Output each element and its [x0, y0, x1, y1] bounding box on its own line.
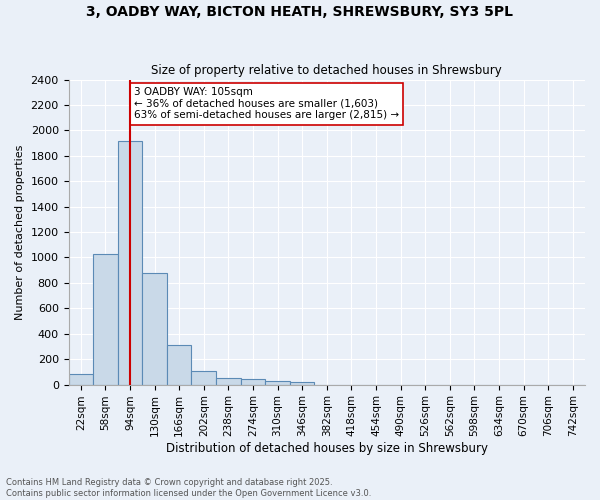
- Bar: [118, 140, 142, 384]
- Bar: [167, 344, 191, 385]
- Bar: [241, 379, 265, 384]
- Text: 3 OADBY WAY: 105sqm
← 36% of detached houses are smaller (1,603)
63% of semi-det: 3 OADBY WAY: 105sqm ← 36% of detached ho…: [134, 87, 399, 120]
- Bar: [93, 254, 118, 384]
- Bar: [216, 378, 241, 384]
- Y-axis label: Number of detached properties: Number of detached properties: [15, 144, 25, 320]
- Text: 3, OADBY WAY, BICTON HEATH, SHREWSBURY, SY3 5PL: 3, OADBY WAY, BICTON HEATH, SHREWSBURY, …: [86, 5, 514, 19]
- X-axis label: Distribution of detached houses by size in Shrewsbury: Distribution of detached houses by size …: [166, 442, 488, 455]
- Bar: [142, 272, 167, 384]
- Bar: [265, 382, 290, 384]
- Bar: [290, 382, 314, 384]
- Text: Contains HM Land Registry data © Crown copyright and database right 2025.
Contai: Contains HM Land Registry data © Crown c…: [6, 478, 371, 498]
- Bar: [191, 370, 216, 384]
- Bar: [68, 374, 93, 384]
- Title: Size of property relative to detached houses in Shrewsbury: Size of property relative to detached ho…: [151, 64, 502, 77]
